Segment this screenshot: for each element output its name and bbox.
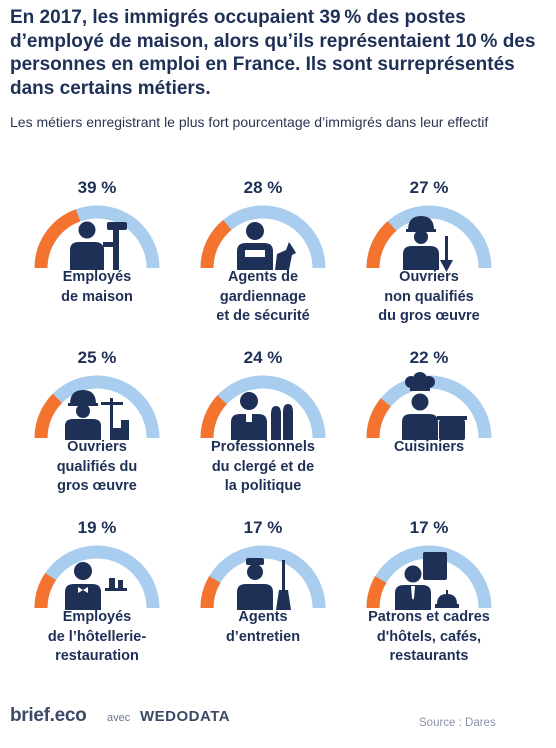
value-label: 25 % [77, 348, 117, 367]
value-label: 19 % [77, 518, 117, 537]
gauge-tile: 25 % Ouvriers qualifiés du gros œuvre [24, 338, 190, 508]
value-label: 27 % [409, 178, 449, 197]
gauge-value-arc [34, 393, 63, 439]
footer-avec-text: avec [107, 712, 131, 724]
value-label: 39 % [77, 178, 117, 197]
gauge-tile: 17 % Patrons et cadres d'hôtels, cafés, r… [356, 508, 522, 678]
clergy-icon [231, 392, 293, 440]
brief-eco-logo: brief.eco [10, 705, 87, 726]
gauge-value-arc [200, 219, 232, 269]
gauge [200, 375, 326, 440]
chart-title: En 2017, les immigrés occupaient 39 % de… [10, 7, 536, 99]
gauge [34, 205, 160, 270]
gauge-value-arc [34, 209, 81, 269]
security-guard-icon [237, 222, 296, 270]
gauge [34, 545, 160, 610]
gauge [200, 545, 326, 610]
hotel-manager-icon [395, 552, 459, 610]
gauge-tile: 28 % Agents de gardiennage et de sécurité [190, 168, 356, 338]
source-note: Source : Dares [419, 717, 496, 729]
skilled-builder-icon [65, 390, 129, 440]
gauge-grid: 39 % Employés de maison 28 % Agents de gard… [24, 168, 522, 688]
category-label: Agents de gardiennage et de sécurité [216, 269, 310, 324]
gauge-tile: 22 % Cuisiniers [356, 338, 522, 508]
gauge [366, 372, 492, 440]
gauge [34, 375, 160, 440]
value-label: 17 % [243, 518, 283, 537]
gauge-value-arc [366, 221, 397, 269]
value-label: 22 % [409, 348, 449, 367]
gauge-value-arc [200, 576, 221, 609]
wedodata-logo: WEDODATA [140, 708, 231, 725]
category-label: Cuisiniers [393, 439, 465, 455]
category-label: Patrons et cadres d'hôtels, cafés, resta… [368, 609, 490, 664]
gauge [200, 205, 326, 270]
value-label: 24 % [243, 348, 283, 367]
category-label: Agents d’entretien [225, 609, 301, 645]
gauge [366, 205, 492, 272]
gauge-value-arc [366, 398, 392, 439]
cook-icon [402, 372, 467, 440]
value-label: 17 % [409, 518, 449, 537]
value-label: 28 % [243, 178, 283, 197]
gauge-tile: 19 % Employés de l’hôtellerie- restaurati… [24, 508, 190, 678]
waiter-icon [65, 562, 127, 610]
domestic-worker-icon [70, 221, 127, 270]
gauge-value-arc [200, 395, 228, 439]
construction-worker-icon [403, 216, 453, 272]
gauge-tile: 27 % Ouvriers non qualifiés du gros œuvre [356, 168, 522, 338]
category-label: Employés de maison [61, 269, 133, 305]
gauge-value-arc [34, 572, 57, 609]
gauge-tile: 39 % Employés de maison [24, 168, 190, 338]
gauge-value-arc [366, 576, 387, 609]
gauge-tile: 17 % Agents d’entretien [190, 508, 356, 678]
gauge [366, 545, 492, 610]
category-label: Professionnels du clergé et de la politi… [211, 439, 315, 494]
cleaner-icon [237, 558, 291, 610]
gauge-tile: 24 % Professionnels du clergé et de la po… [190, 338, 356, 508]
chart-subtitle: Les métiers enregistrant le plus fort po… [10, 114, 489, 130]
category-label: Ouvriers non qualifiés du gros œuvre [378, 269, 480, 324]
category-label: Ouvriers qualifiés du gros œuvre [56, 439, 138, 494]
category-label: Employés de l’hôtellerie- restauration [47, 609, 147, 664]
